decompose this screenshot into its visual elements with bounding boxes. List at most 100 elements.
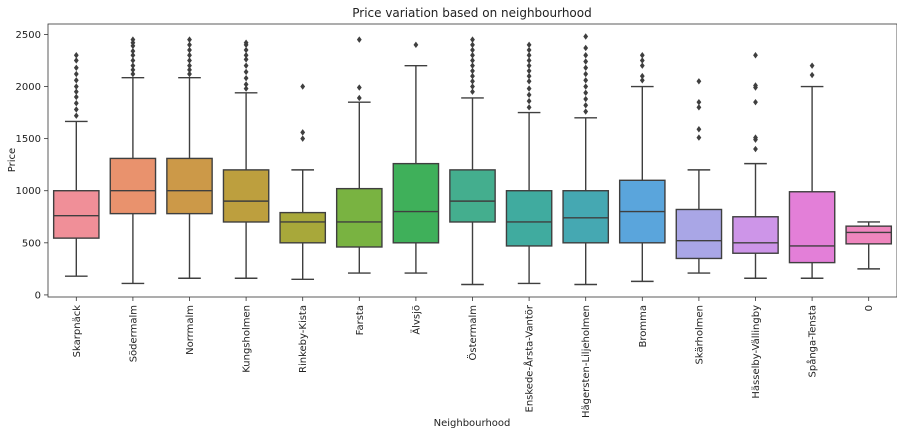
chart-title: Price variation based on neighbourhood: [352, 6, 592, 20]
outlier-point: [73, 88, 79, 95]
outlier-point: [187, 46, 192, 54]
outlier-point: [73, 64, 79, 71]
outlier-point: [696, 134, 702, 141]
outlier-point: [130, 57, 136, 64]
outlier-point: [187, 66, 192, 74]
box-group: [279, 83, 327, 280]
x-tick-label: Södermalm: [128, 305, 139, 362]
outlier-point: [526, 97, 532, 105]
iqr-box: [845, 225, 893, 245]
outlier-point: [187, 57, 192, 64]
outlier-point: [753, 52, 758, 59]
outlier-point: [470, 72, 475, 80]
box-group: [392, 41, 440, 274]
x-tick-label: Hägersten-Liljeholmen: [581, 305, 592, 418]
outlier-point: [639, 77, 645, 84]
x-tick-label: Enskede-Årsta-Vantör: [523, 304, 536, 412]
box-group: [505, 41, 553, 285]
outlier-point: [243, 62, 249, 69]
outlier-point: [73, 57, 79, 64]
y-axis: 0 500 1000 1500 2000 2500: [16, 30, 48, 301]
x-tick-label: Östermalm: [466, 305, 479, 360]
iqr-box: [222, 169, 270, 223]
x-tick-label: Skarpnäck: [72, 305, 83, 358]
outlier-point: [639, 52, 645, 59]
x-tick-label: Rinkeby-Kista: [298, 305, 309, 373]
outlier-point: [583, 102, 589, 109]
outlier-point: [583, 44, 589, 52]
outlier-point: [356, 84, 362, 91]
outlier-point: [243, 56, 249, 63]
y-tick-label: 0: [35, 290, 41, 301]
outlier-point: [526, 46, 532, 54]
outlier-point: [470, 57, 475, 64]
outlier-point: [583, 95, 589, 103]
iqr-box: [449, 169, 496, 223]
outlier-point: [130, 47, 136, 55]
outlier-point: [356, 94, 362, 102]
outlier-point: [470, 62, 475, 69]
outlier-point: [583, 33, 589, 40]
iqr-box: [109, 157, 157, 215]
outlier-point: [809, 62, 815, 69]
y-tick-label: 1500: [16, 134, 41, 145]
outlier-point: [243, 39, 249, 46]
outlier-point: [73, 70, 79, 78]
y-tick-label: 2500: [16, 30, 41, 41]
box-group: [562, 33, 610, 286]
outlier-point: [300, 129, 306, 136]
iqr-box: [279, 211, 327, 244]
outlier-point: [526, 85, 532, 92]
box-group: [788, 62, 836, 279]
outlier-point: [243, 46, 249, 54]
outlier-point: [470, 67, 475, 75]
outlier-point: [187, 36, 192, 43]
outlier-point: [187, 62, 192, 69]
outlier-point: [526, 78, 532, 85]
y-tick-label: 1000: [16, 186, 41, 197]
outlier-point: [470, 83, 475, 90]
outlier-point: [470, 78, 475, 85]
outlier-point: [73, 99, 79, 107]
x-tick-label: Hässelby-Vällingby: [751, 305, 762, 399]
box-group: [449, 36, 496, 286]
x-tick-label: Farsta: [355, 305, 366, 335]
y-axis-title: Price: [7, 148, 18, 172]
outlier-point: [413, 41, 419, 49]
x-tick-label: Spånga-Tensta: [806, 305, 819, 378]
outlier-point: [753, 98, 758, 106]
outlier-point: [583, 58, 589, 65]
outlier-point: [696, 78, 702, 85]
outlier-point: [130, 70, 136, 78]
outlier-point: [583, 70, 589, 78]
outlier-point: [583, 77, 589, 84]
outlier-point: [130, 66, 136, 74]
x-tick-label: Bromma: [638, 305, 649, 347]
outlier-point: [809, 71, 815, 79]
iqr-box: [562, 190, 610, 244]
outlier-point: [470, 52, 475, 59]
outlier-point: [73, 106, 79, 113]
outlier-point: [696, 126, 702, 133]
x-tick-label: Norrmalm: [185, 305, 196, 355]
box-group: [335, 36, 383, 274]
outlier-point: [300, 83, 306, 90]
outlier-point: [526, 57, 532, 64]
outlier-point: [470, 41, 475, 49]
x-tick-label: 0: [864, 305, 875, 311]
outlier-point: [130, 62, 136, 69]
outlier-point: [583, 89, 589, 96]
outlier-point: [130, 36, 136, 43]
outlier-point: [73, 52, 79, 59]
outlier-point: [300, 135, 306, 142]
x-tick-label: Skärholmen: [694, 305, 705, 365]
outlier-point: [187, 41, 192, 49]
box-group: [166, 36, 213, 279]
outlier-point: [243, 74, 249, 82]
outlier-point: [639, 57, 645, 64]
box-group: [52, 52, 100, 277]
outlier-point: [696, 98, 702, 106]
x-tick-label: Älvsjö: [409, 305, 422, 335]
box-group: [222, 39, 270, 279]
outlier-point: [243, 85, 249, 92]
